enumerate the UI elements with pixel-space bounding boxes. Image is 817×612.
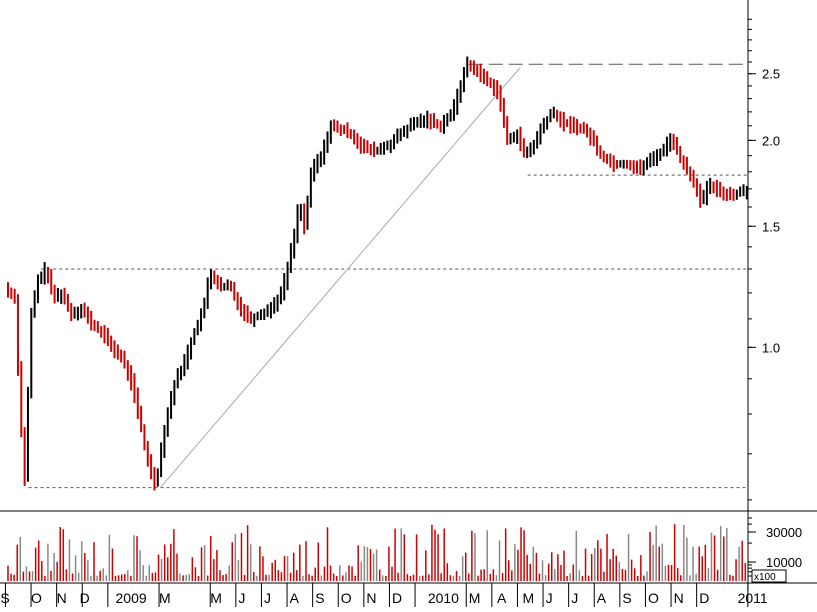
volume-bars — [7, 524, 747, 581]
time-axis-label: M — [523, 590, 535, 606]
volume-tick-label: 30000 — [766, 525, 802, 540]
price-candles — [7, 56, 748, 491]
time-axis-label: O — [341, 590, 352, 606]
time-axis-label: 2009 — [116, 590, 147, 606]
volume-multiplier-label: x100 — [754, 572, 776, 583]
time-axis-label: M — [159, 590, 171, 606]
time-axis-label: D — [80, 590, 90, 606]
time-axis-label: J — [238, 590, 245, 606]
time-axis-label: N — [674, 590, 684, 606]
time-axis-label: N — [57, 590, 67, 606]
time-axis-label: J — [571, 590, 578, 606]
time-axis-label: D — [392, 590, 402, 606]
price-tick-label: 1.0 — [762, 340, 780, 355]
time-axis-label: M — [210, 590, 222, 606]
volume-multiplier-box — [751, 569, 787, 583]
time-axis-label: 2010 — [428, 590, 459, 606]
time-axis-label: J — [264, 590, 271, 606]
level-lines — [28, 63, 748, 489]
trendline — [159, 67, 521, 489]
price-tick-label: 2.0 — [762, 133, 780, 148]
time-axis-label: O — [648, 590, 659, 606]
time-axis-label: N — [366, 590, 376, 606]
time-axis-label: A — [290, 590, 300, 606]
time-axis-label: O — [31, 590, 42, 606]
time-axis-label: M — [469, 590, 481, 606]
time-axis-label: S — [622, 590, 631, 606]
time-axis-label: A — [497, 590, 507, 606]
volume-tick-label: 10000 — [766, 555, 802, 570]
price-tick-label: 2.5 — [762, 67, 780, 82]
time-axis-label: A — [597, 590, 607, 606]
trendline-line — [159, 67, 521, 489]
time-axis-label: D — [699, 590, 709, 606]
time-axis-label: 2011 — [738, 590, 768, 606]
time-axis-label: J — [546, 590, 553, 606]
price-tick-label: 1.5 — [762, 219, 780, 234]
time-axis-label: S — [0, 590, 9, 606]
time-axis-label: S — [315, 590, 324, 606]
